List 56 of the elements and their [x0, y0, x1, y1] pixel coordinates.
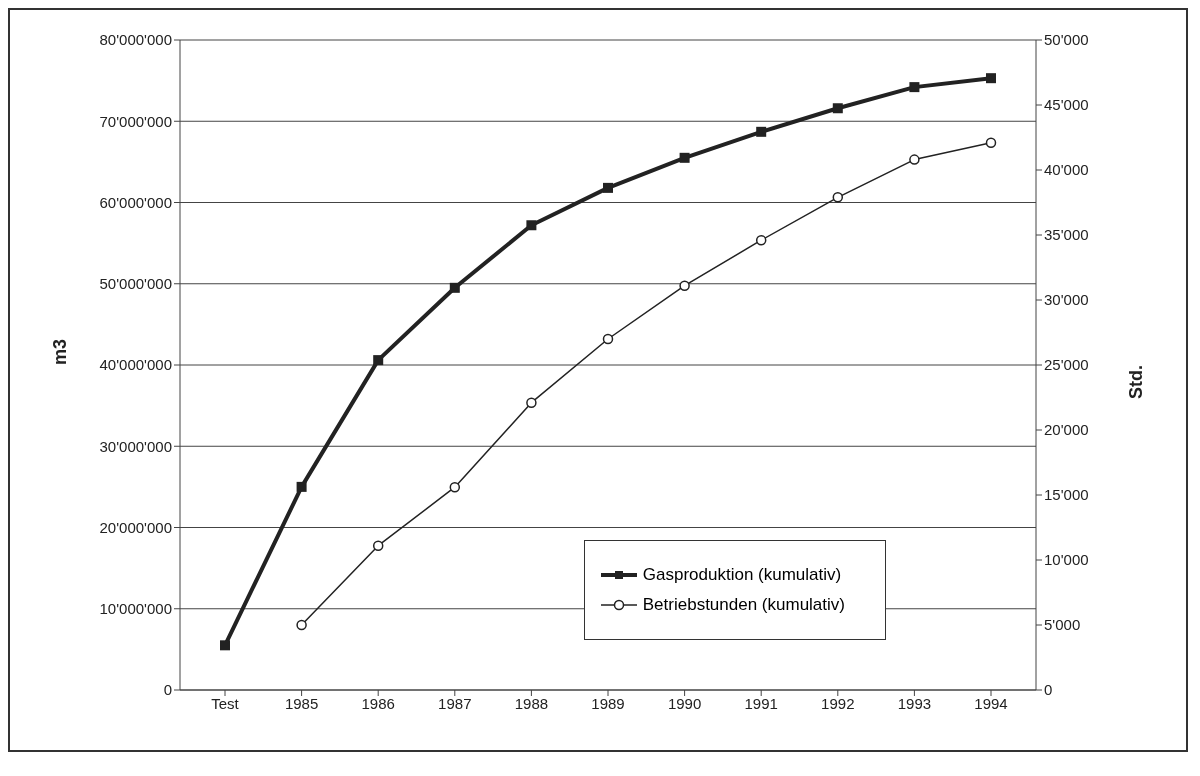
- x-tick-label: 1989: [591, 694, 625, 712]
- y-tick-label: 40'000'000: [99, 356, 172, 374]
- x-tick-label: 1988: [514, 694, 549, 712]
- point: [526, 220, 537, 231]
- x-tick-label: 1993: [897, 694, 932, 712]
- point: [372, 540, 384, 551]
- y2-tick-label: 25'000: [1044, 356, 1089, 374]
- legend-label: Betriebstunden (kumulativ): [642, 595, 845, 615]
- point: [296, 619, 307, 631]
- point: [755, 234, 767, 246]
- y-tick-label: 80'000'000: [99, 31, 172, 49]
- x-tick-label: 1991: [744, 694, 778, 712]
- point: [679, 152, 690, 163]
- x-tick-label: 1990: [667, 694, 702, 712]
- y2-tick-label: 10'000: [1044, 551, 1089, 569]
- point: [603, 182, 613, 193]
- y-tick-label: 20'000'000: [99, 518, 172, 536]
- y2-tick-label: 40'000: [1044, 161, 1089, 179]
- point: [832, 192, 844, 203]
- x-tick-label: 1987: [438, 694, 472, 712]
- legend-label: Gasproduktion (kumulativ): [642, 565, 842, 585]
- point: [449, 481, 461, 493]
- y2-tick-label: 15'000: [1044, 486, 1089, 504]
- point: [909, 82, 920, 93]
- point: [985, 137, 997, 148]
- y2-tick-label: 35'000: [1044, 226, 1089, 244]
- x-tick-label: Test: [211, 694, 240, 712]
- point: [296, 481, 307, 492]
- point: [986, 73, 996, 84]
- x-tick-label: 1986: [361, 694, 395, 712]
- y2-tick-label: 50'000: [1044, 31, 1089, 49]
- point: [756, 126, 767, 137]
- y2-tick-label: 30'000: [1044, 291, 1089, 309]
- x-tick-label: 1985: [284, 694, 319, 712]
- y-tick-label: 0: [163, 681, 172, 699]
- point: [220, 640, 230, 651]
- y-tick-label: 70'000'000: [99, 112, 172, 130]
- y2-tick-label: 5'000: [1044, 616, 1081, 634]
- point: [909, 154, 920, 165]
- y2-tick-label: 20'000: [1044, 421, 1089, 439]
- x-tick-label: 1994: [974, 694, 1008, 712]
- y-axis-title: m3: [50, 338, 71, 365]
- y2-tick-label: 0: [1044, 681, 1053, 699]
- point: [373, 355, 384, 366]
- point: [679, 280, 690, 291]
- y-tick-label: 10'000'000: [99, 600, 172, 618]
- y-tick-label: 30'000'000: [99, 437, 172, 455]
- x-tick-label: 1992: [821, 694, 855, 712]
- y2-axis-title: Std.: [1126, 365, 1147, 399]
- point: [602, 333, 614, 345]
- point: [526, 397, 537, 408]
- y-tick-label: 50'000'000: [99, 275, 172, 293]
- point: [449, 282, 460, 293]
- y2-tick-label: 45'000: [1044, 96, 1089, 114]
- y-tick-label: 60'000'000: [99, 193, 172, 211]
- point: [832, 103, 843, 114]
